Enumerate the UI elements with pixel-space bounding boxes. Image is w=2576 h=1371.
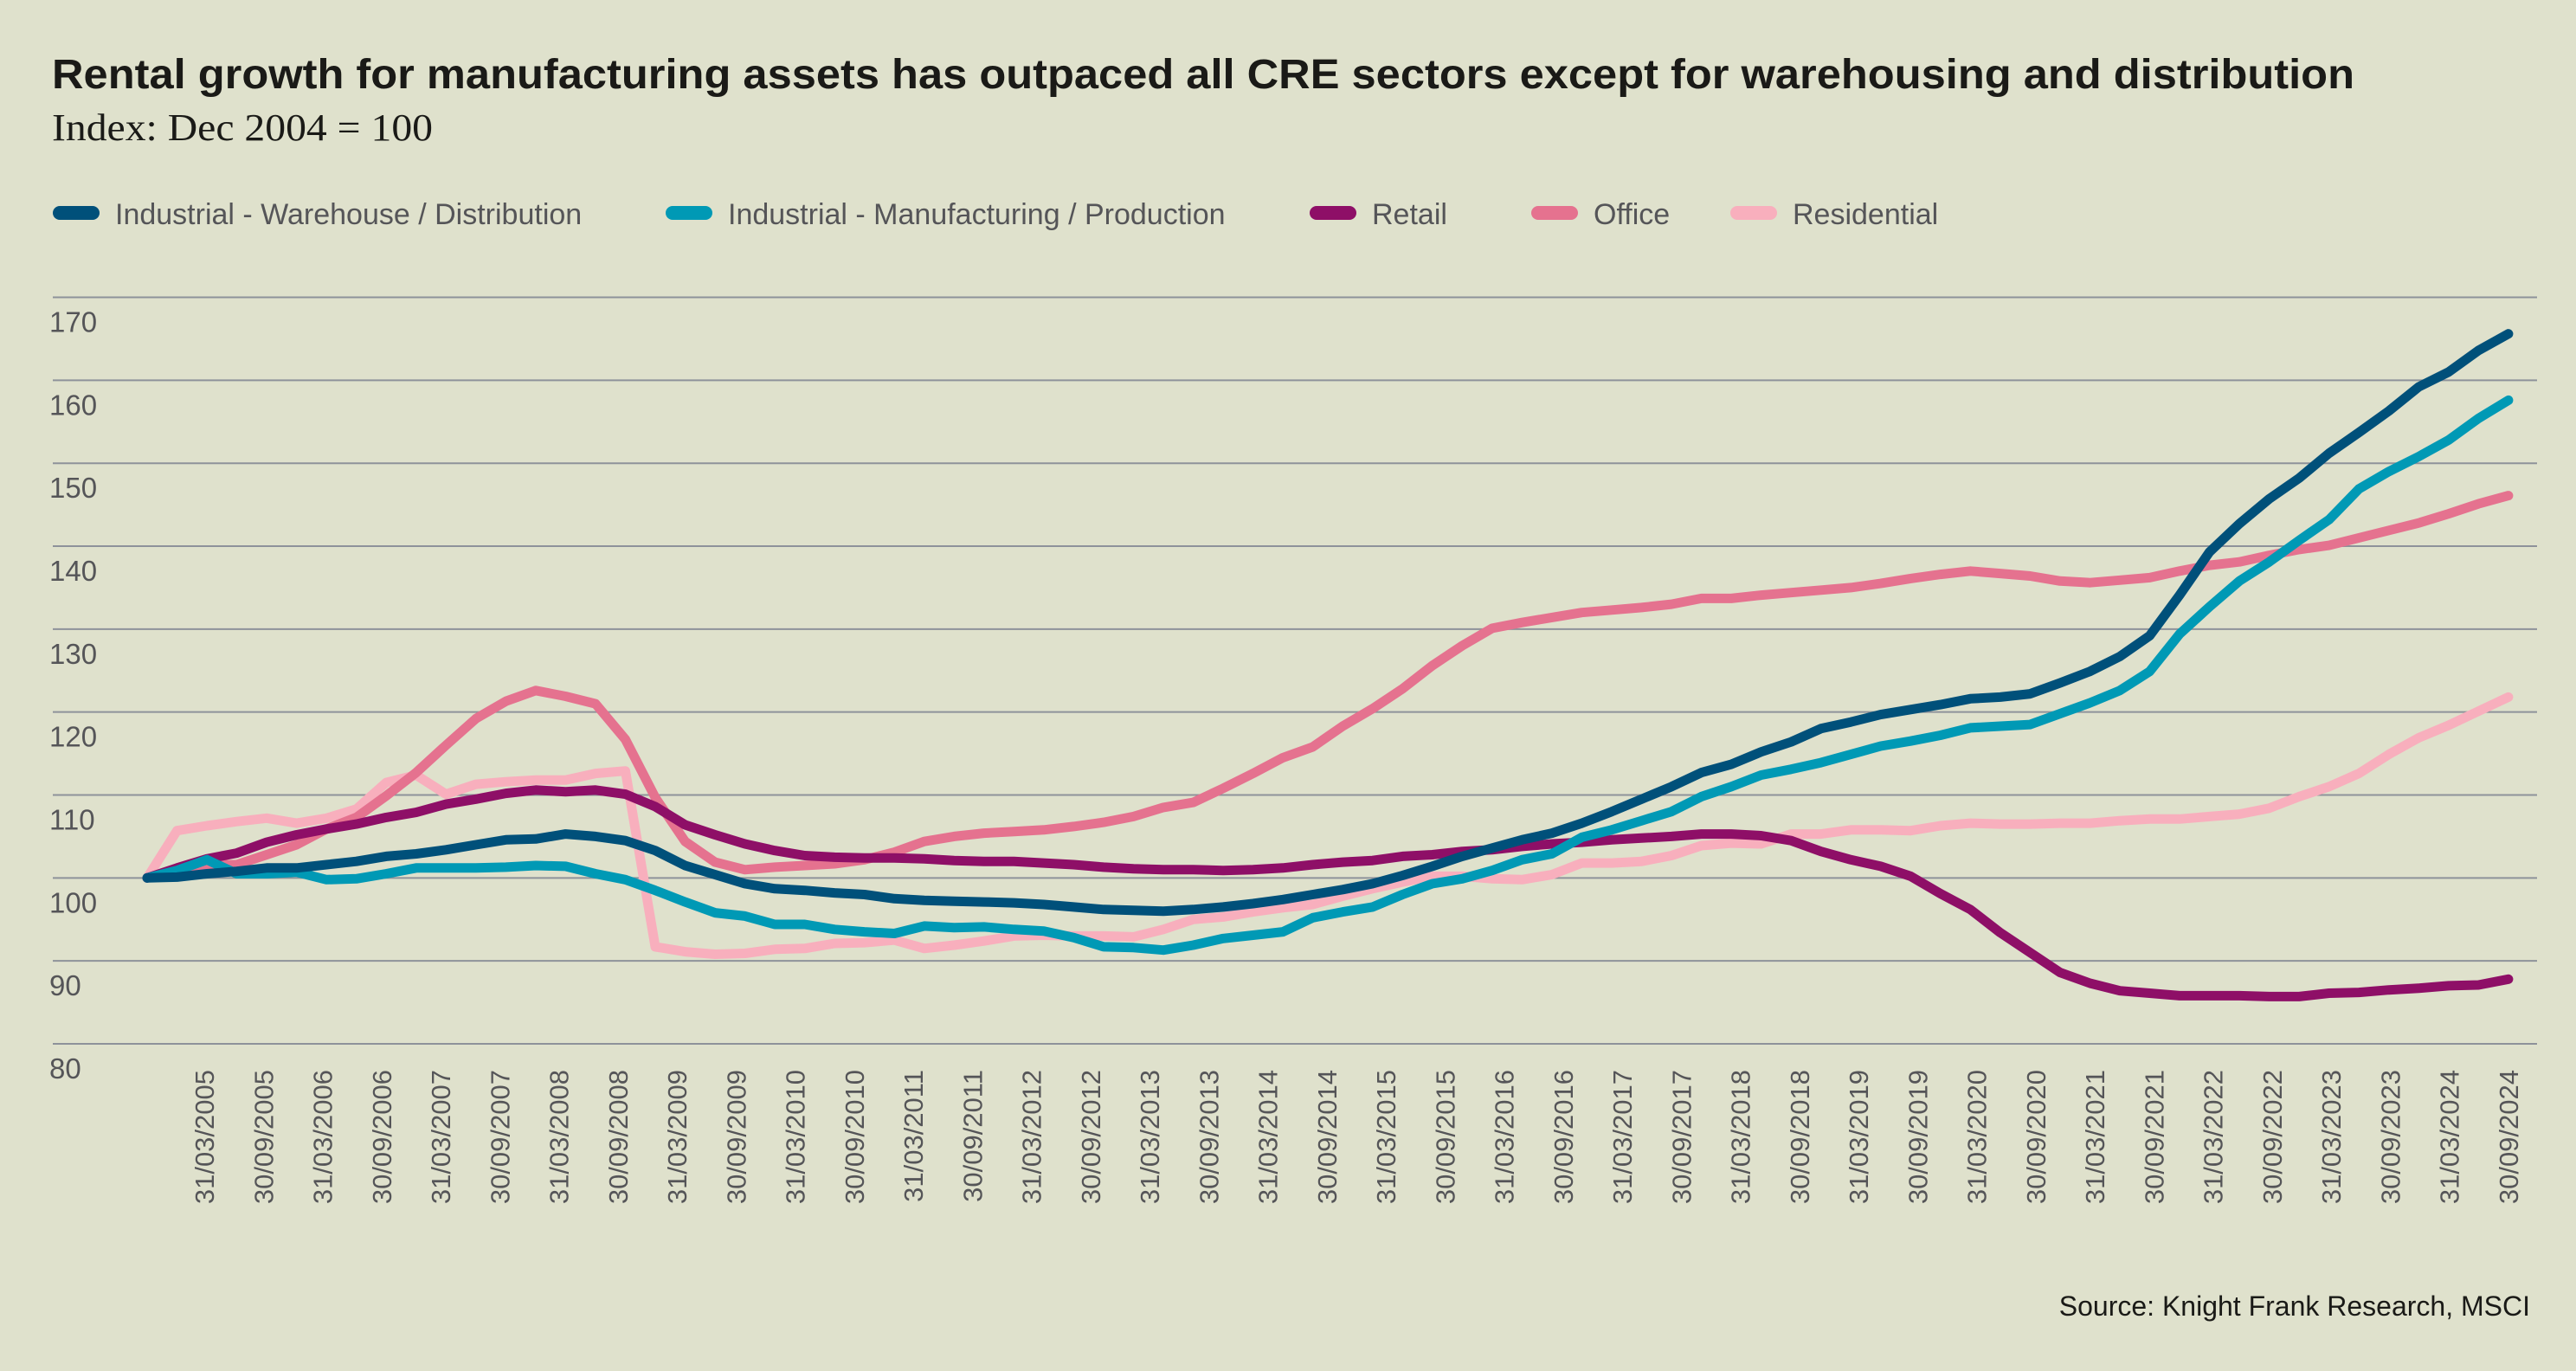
y-tick-label: 160 — [49, 389, 97, 421]
x-tick-label: 31/03/2023 — [2316, 1070, 2347, 1204]
x-tick-label: 30/09/2006 — [367, 1070, 397, 1204]
series-lines — [142, 329, 2514, 1001]
legend: Industrial - Warehouse / Distribution Ind… — [53, 198, 1938, 231]
x-tick-label: 31/03/2009 — [662, 1070, 692, 1204]
x-tick-label: 30/09/2009 — [721, 1070, 751, 1204]
legend-swatch — [1531, 206, 1578, 220]
x-tick-label: 31/03/2012 — [1017, 1070, 1047, 1204]
x-tick-label: 30/09/2015 — [1430, 1070, 1460, 1204]
x-tick-label: 30/09/2012 — [1076, 1070, 1106, 1204]
x-tick-label: 30/09/2018 — [1785, 1070, 1815, 1204]
x-tick-label: 30/09/2013 — [1194, 1070, 1224, 1204]
legend-label: Industrial - Manufacturing / Production — [728, 198, 1226, 231]
x-tick-label: 30/09/2020 — [2021, 1070, 2051, 1204]
x-tick-label: 30/09/2023 — [2375, 1070, 2405, 1204]
legend-item-office: Office — [1531, 198, 1670, 231]
x-tick-label: 31/03/2022 — [2199, 1070, 2229, 1204]
y-tick-label: 140 — [49, 555, 97, 587]
y-tick-label: 80 — [49, 1052, 81, 1085]
x-tick-label: 31/03/2005 — [190, 1070, 220, 1204]
x-tick-label: 31/03/2019 — [1844, 1070, 1874, 1204]
x-tick-label: 31/03/2007 — [426, 1070, 456, 1204]
x-tick-label: 30/09/2011 — [957, 1070, 988, 1202]
y-tick-label: 120 — [49, 721, 97, 753]
legend-swatch — [666, 206, 712, 220]
x-tick-label: 31/03/2020 — [1962, 1070, 1993, 1204]
legend-swatch — [1310, 206, 1356, 220]
series-line-industrial-manufacturing-production — [142, 395, 2514, 956]
x-tick-label: 31/03/2018 — [1726, 1070, 1756, 1204]
x-tick-label: 31/03/2021 — [2080, 1070, 2110, 1204]
legend-item-retail: Retail — [1310, 198, 1447, 231]
legend-item-industrial-warehouse-distribution: Industrial - Warehouse / Distribution — [53, 198, 582, 231]
legend-label: Office — [1594, 198, 1670, 231]
chart-subtitle: Index: Dec 2004 = 100 — [52, 106, 433, 149]
legend-label: Retail — [1372, 198, 1447, 231]
legend-item-industrial-manufacturing-production: Industrial - Manufacturing / Production — [666, 198, 1226, 231]
chart-title: Rental growth for manufacturing assets h… — [52, 52, 2354, 98]
x-tick-label: 30/09/2024 — [2494, 1070, 2524, 1204]
x-tick-label: 31/03/2013 — [1135, 1070, 1165, 1204]
legend-label: Industrial - Warehouse / Distribution — [115, 198, 582, 231]
x-tick-label: 30/09/2014 — [1312, 1070, 1343, 1204]
x-tick-label: 31/03/2017 — [1607, 1070, 1638, 1204]
x-tick-label: 30/09/2022 — [2257, 1070, 2288, 1204]
series-line-office — [142, 491, 2514, 883]
gridlines — [53, 296, 2537, 1045]
x-tick-label: 31/03/2016 — [1490, 1070, 1520, 1204]
x-tick-label: 31/03/2011 — [898, 1070, 929, 1202]
x-tick-label: 31/03/2015 — [1371, 1070, 1401, 1204]
y-tick-label: 90 — [49, 969, 81, 1001]
x-tick-label: 31/03/2006 — [308, 1070, 338, 1204]
source-note: Source: Knight Frank Research, MSCI — [2059, 1291, 2530, 1322]
x-tick-label: 30/09/2008 — [603, 1070, 634, 1204]
x-axis-tick-labels: 31/03/2005 30/09/2005 31/03/2006 30/09/2006… — [190, 1070, 2524, 1204]
x-tick-label: 30/09/2007 — [485, 1070, 515, 1204]
series-line-residential — [142, 692, 2514, 959]
series-line-industrial-warehouse-distribution — [142, 329, 2514, 917]
legend-swatch — [53, 206, 100, 220]
y-tick-label: 150 — [49, 472, 97, 504]
x-tick-label: 31/03/2008 — [544, 1070, 575, 1204]
legend-swatch — [1730, 206, 1777, 220]
x-tick-label: 31/03/2014 — [1253, 1070, 1284, 1204]
x-tick-label: 30/09/2010 — [840, 1070, 870, 1204]
x-tick-label: 30/09/2005 — [248, 1070, 279, 1204]
legend-item-residential: Residential — [1730, 198, 1938, 231]
y-tick-label: 130 — [49, 638, 97, 670]
x-tick-label: 30/09/2017 — [1666, 1070, 1697, 1204]
x-tick-label: 31/03/2010 — [781, 1070, 811, 1204]
y-tick-label: 100 — [49, 886, 97, 918]
x-tick-label: 30/09/2019 — [1903, 1070, 1933, 1204]
series-line-retail — [142, 785, 2514, 1001]
x-tick-label: 30/09/2016 — [1549, 1070, 1579, 1204]
x-tick-label: 31/03/2024 — [2435, 1070, 2465, 1204]
x-tick-label: 30/09/2021 — [2139, 1070, 2169, 1204]
y-axis-tick-labels: 80 90 100 110 120 130 140 150 160 170 — [49, 306, 97, 1085]
y-tick-label: 110 — [49, 804, 95, 836]
legend-label: Residential — [1793, 198, 1938, 231]
y-tick-label: 170 — [49, 306, 97, 338]
